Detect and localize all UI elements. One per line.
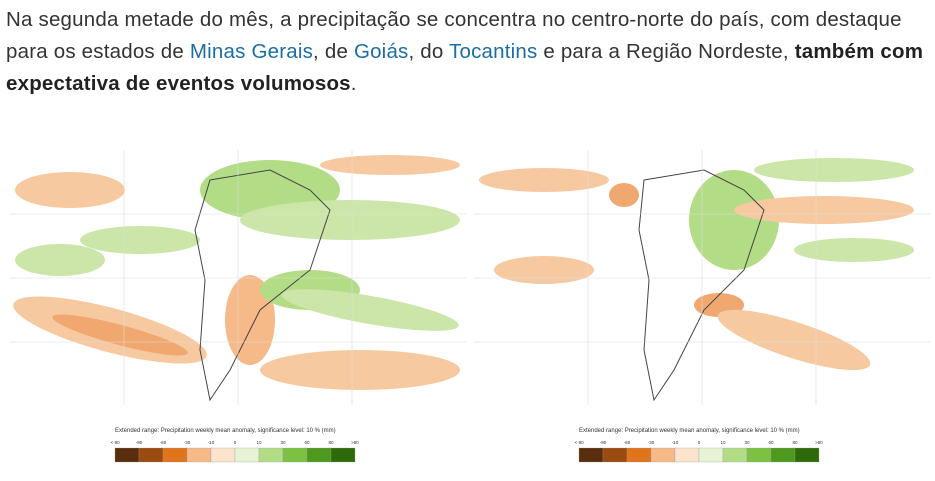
- legend-swatch: [282, 447, 308, 463]
- legend-label: <-80: [110, 440, 120, 445]
- legend-label: -10: [208, 440, 215, 445]
- legend-swatch: [626, 447, 652, 463]
- legend-label: 0: [698, 440, 701, 445]
- legend-swatch: [674, 447, 700, 463]
- legend-swatch: [330, 447, 356, 463]
- anomaly-areas: [479, 158, 914, 371]
- legend-label: 30: [280, 440, 286, 445]
- legend-swatch: [258, 447, 284, 463]
- map-grid: [10, 150, 466, 405]
- legend-swatch: [746, 447, 772, 463]
- text: , do: [408, 40, 450, 63]
- legend-label: 60: [768, 440, 774, 445]
- bold-text: também com expectativa de eventos volumo…: [6, 40, 924, 95]
- text: , de: [313, 40, 354, 63]
- legend-swatch: [650, 447, 676, 463]
- legend-label: <-80: [574, 440, 584, 445]
- legend-swatch: [114, 447, 140, 463]
- legend-swatch: [698, 447, 724, 463]
- legend-label: -30: [184, 440, 191, 445]
- legend-title: Extended range: Precipitation weekly mea…: [579, 428, 800, 434]
- link[interactable]: Tocantins: [449, 40, 538, 63]
- legend-label: 0: [234, 440, 237, 445]
- legend-swatch: [210, 447, 236, 463]
- legend: Extended range: Precipitation weekly mea…: [110, 428, 359, 463]
- legend-label: -80: [600, 440, 607, 445]
- text: .: [350, 72, 357, 95]
- legend-label: 80: [328, 440, 334, 445]
- legend-swatch: [578, 447, 604, 463]
- text: e para a Região Nordeste,: [537, 40, 795, 63]
- legend-swatch: [186, 447, 212, 463]
- link[interactable]: Goiás: [353, 40, 409, 63]
- legend-swatch: [306, 447, 332, 463]
- map-figure: Extended range: Precipitation weekly mea…: [474, 150, 930, 463]
- legend-label: -10: [672, 440, 679, 445]
- legend-label: 80: [792, 440, 798, 445]
- map-figure: Extended range: Precipitation weekly mea…: [10, 150, 466, 463]
- link[interactable]: Minas Gerais: [189, 40, 314, 63]
- legend-label: 10: [256, 440, 262, 445]
- paragraph: Na segunda metade do mês, a precipitação…: [6, 4, 931, 100]
- legend-label: 60: [304, 440, 310, 445]
- legend-swatch: [602, 447, 628, 463]
- anomaly-areas: [13, 155, 460, 390]
- legend-label: 30: [744, 440, 750, 445]
- legend-label: -60: [160, 440, 167, 445]
- legend-label: -60: [624, 440, 631, 445]
- legend-label: -80: [136, 440, 143, 445]
- legend-label: -30: [648, 440, 655, 445]
- legend-swatch: [794, 447, 820, 463]
- legend-swatch: [722, 447, 748, 463]
- map-grid: [474, 150, 930, 405]
- legend-swatch: [234, 447, 260, 463]
- legend-label: >80: [815, 440, 823, 445]
- legend-swatch: [162, 447, 188, 463]
- legend-swatch: [138, 447, 164, 463]
- legend-label: 10: [720, 440, 726, 445]
- continent-outline: [638, 169, 765, 402]
- legend: Extended range: Precipitation weekly mea…: [574, 428, 823, 463]
- continent-outline: [194, 169, 331, 402]
- text: Na segunda metade do mês, a precipitação…: [6, 8, 902, 63]
- legend-label: >80: [351, 440, 359, 445]
- legend-swatch: [770, 447, 796, 463]
- legend-title: Extended range: Precipitation weekly mea…: [115, 428, 336, 434]
